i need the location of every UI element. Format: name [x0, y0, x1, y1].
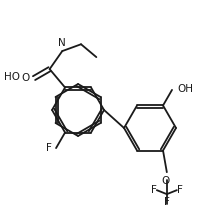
Text: N: N: [58, 38, 66, 48]
Text: HO: HO: [4, 72, 20, 82]
Text: F: F: [177, 185, 183, 195]
Text: F: F: [164, 197, 170, 207]
Text: F: F: [151, 185, 157, 195]
Text: O: O: [22, 73, 30, 83]
Text: OH: OH: [177, 84, 193, 94]
Text: F: F: [46, 143, 52, 153]
Text: O: O: [162, 176, 170, 186]
